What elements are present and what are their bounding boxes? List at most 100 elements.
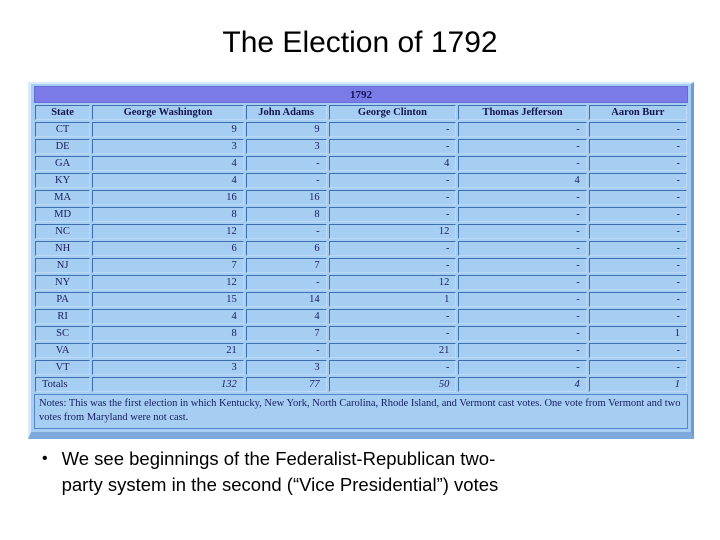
vote-cell: 8: [92, 207, 244, 222]
vote-cell: -: [588, 190, 687, 205]
vote-cell: -: [458, 360, 587, 375]
state-cell: NH: [35, 241, 91, 256]
table-row: NY 12-12- -: [35, 275, 687, 290]
bullet-text: We see beginnings of the Federalist-Repu…: [62, 446, 499, 498]
vote-cell: -: [458, 224, 587, 239]
vote-cell: -: [588, 275, 687, 290]
vote-cell: -: [245, 224, 327, 239]
table-row: DE 3 3- - -: [35, 139, 687, 154]
bullet-line-1: We see beginnings of the Federalist-Repu…: [61, 448, 496, 469]
vote-cell: -: [458, 122, 587, 137]
vote-cell: 3: [245, 139, 327, 154]
table-row: KY 4- -4-: [35, 173, 687, 188]
vote-cell: -: [588, 139, 687, 154]
table-row: RI 4 4- - -: [35, 309, 687, 324]
bullet-point: • We see beginnings of the Federalist-Re…: [42, 446, 682, 498]
vote-cell: 4: [458, 173, 587, 188]
vote-cell: 4: [328, 156, 457, 171]
column-header: John Adams: [245, 105, 327, 120]
vote-cell: -: [328, 207, 457, 222]
bullet-line-2: party system in the second (“Vice Presid…: [61, 474, 499, 495]
totals-value: 77: [245, 377, 327, 392]
vote-cell: 6: [92, 241, 244, 256]
vote-cell: -: [328, 190, 457, 205]
vote-cell: 9: [245, 122, 327, 137]
vote-cell: 12: [328, 275, 457, 290]
state-cell: RI: [35, 309, 91, 324]
vote-cell: 14: [245, 292, 327, 307]
vote-cell: -: [328, 258, 457, 273]
table-row: PA 15 14 1- -: [35, 292, 687, 307]
column-header: George Washington: [92, 105, 244, 120]
column-header: Thomas Jefferson: [458, 105, 587, 120]
vote-cell: 8: [92, 326, 244, 341]
table-row: MD 8 8- - -: [35, 207, 687, 222]
vote-cell: -: [588, 207, 687, 222]
vote-cell: -: [588, 122, 687, 137]
state-cell: MD: [35, 207, 91, 222]
vote-cell: -: [458, 190, 587, 205]
state-cell: NC: [35, 224, 91, 239]
table-row: VA 21-21- -: [35, 343, 687, 358]
column-header: George Clinton: [328, 105, 457, 120]
vote-cell: 4: [245, 309, 327, 324]
vote-cell: -: [328, 309, 457, 324]
vote-cell: -: [328, 139, 457, 154]
table-year-band: 1792: [34, 86, 688, 103]
vote-cell: 9: [92, 122, 244, 137]
vote-cell: 3: [245, 360, 327, 375]
vote-cell: -: [588, 156, 687, 171]
vote-cell: -: [458, 241, 587, 256]
table-row: MA 16 16- - -: [35, 190, 687, 205]
table-notes: Notes: This was the first election in wh…: [34, 394, 688, 429]
totals-row: Totals 132 77 50 4 1: [35, 377, 687, 392]
vote-cell: 16: [92, 190, 244, 205]
table-header: State George Washington John Adams George C…: [35, 105, 687, 120]
election-table-image: 1792 State George Washington John Adams Geo…: [28, 82, 694, 439]
vote-cell: -: [328, 241, 457, 256]
vote-cell: 8: [245, 207, 327, 222]
vote-cell: -: [458, 292, 587, 307]
table-row: NC 12-12- -: [35, 224, 687, 239]
vote-cell: 21: [92, 343, 244, 358]
state-cell: KY: [35, 173, 91, 188]
vote-cell: 1: [328, 292, 457, 307]
state-cell: NJ: [35, 258, 91, 273]
vote-cell: 16: [245, 190, 327, 205]
header-row: State George Washington John Adams George C…: [35, 105, 687, 120]
vote-cell: -: [458, 258, 587, 273]
state-cell: VA: [35, 343, 91, 358]
table-row: NH 6 6- - -: [35, 241, 687, 256]
vote-cell: -: [588, 173, 687, 188]
table-row: GA 4-4- -: [35, 156, 687, 171]
state-cell: SC: [35, 326, 91, 341]
vote-cell: -: [458, 326, 587, 341]
totals-value: 4: [458, 377, 587, 392]
vote-cell: -: [588, 224, 687, 239]
state-cell: PA: [35, 292, 91, 307]
totals-value: 50: [328, 377, 457, 392]
vote-cell: 6: [245, 241, 327, 256]
vote-cell: 3: [92, 360, 244, 375]
state-cell: MA: [35, 190, 91, 205]
vote-cell: 21: [328, 343, 457, 358]
totals-label: Totals: [35, 377, 91, 392]
vote-cell: -: [245, 156, 327, 171]
table-row: VT 3 3- - -: [35, 360, 687, 375]
column-header: Aaron Burr: [588, 105, 687, 120]
page-title: The Election of 1792: [222, 26, 498, 59]
vote-cell: 4: [92, 156, 244, 171]
column-header: State: [35, 105, 91, 120]
vote-cell: 7: [245, 326, 327, 341]
vote-cell: -: [245, 275, 327, 290]
vote-cell: 4: [92, 173, 244, 188]
vote-cell: -: [588, 241, 687, 256]
table-row: CT 9 9- - -: [35, 122, 687, 137]
vote-cell: -: [588, 258, 687, 273]
vote-cell: 15: [92, 292, 244, 307]
vote-cell: 1: [588, 326, 687, 341]
table-row: SC 8 7- -1: [35, 326, 687, 341]
vote-cell: 12: [92, 224, 244, 239]
vote-cell: -: [588, 309, 687, 324]
